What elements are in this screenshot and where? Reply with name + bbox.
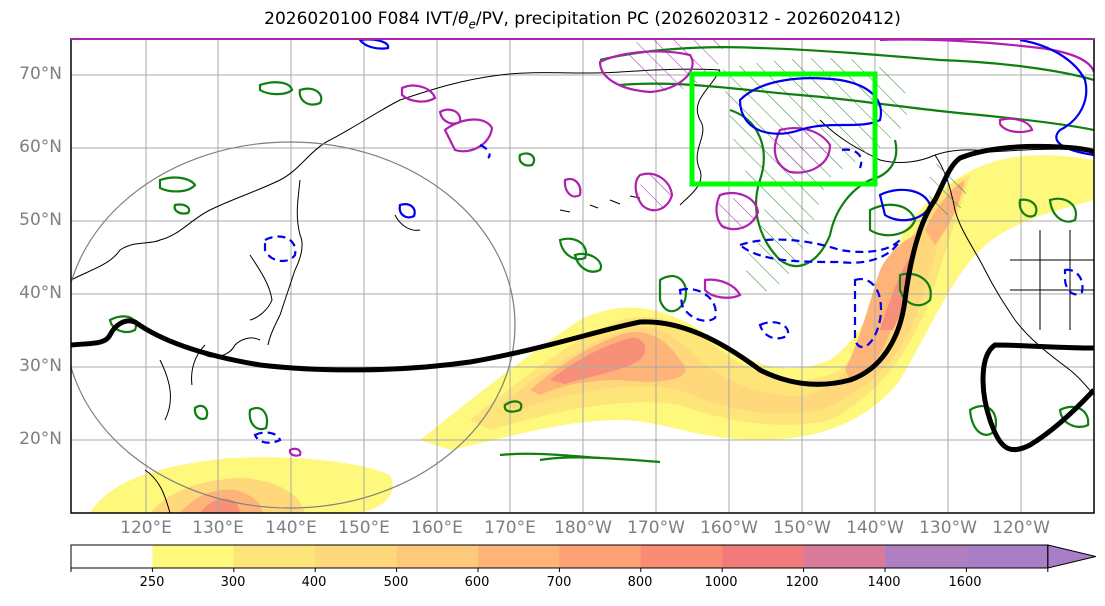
hatched-regions — [628, 40, 967, 292]
map-layers — [71, 39, 1094, 513]
domain-circle — [71, 141, 516, 509]
lon-label: 120°E — [120, 518, 172, 538]
colorbar-extend-arrow — [1047, 544, 1096, 569]
colorbar-segment — [152, 545, 235, 568]
ivt-shading — [90, 155, 1094, 513]
lat-label: 70°N — [19, 64, 62, 84]
magenta-contours — [288, 39, 1094, 457]
lat-label: 50°N — [19, 210, 62, 230]
colorbar-segment — [722, 545, 805, 568]
colorbar-segment — [966, 545, 1049, 568]
colorbar-tick-label: 250 — [139, 575, 165, 590]
title-theta: θ — [458, 9, 469, 29]
colorbar-tick-label: 700 — [546, 575, 572, 590]
colorbar-tick-label: 300 — [220, 575, 246, 590]
lon-label: 160°E — [411, 518, 463, 538]
colorbar-segment — [803, 545, 886, 568]
chart-title: 2026020100 F084 IVT/θe/PV, precipitation… — [0, 9, 1105, 31]
lat-label: 30°N — [19, 356, 62, 376]
colorbar-tick-label: 1600 — [948, 575, 982, 590]
colorbar-tick-label: 1000 — [704, 575, 738, 590]
lon-label: 170°E — [484, 518, 536, 538]
colorbar-segment — [233, 545, 316, 568]
colorbar-segment — [559, 545, 642, 568]
blue-dashed-contours — [253, 143, 1084, 444]
black-jet-line — [71, 143, 1094, 453]
graticule — [71, 39, 1094, 513]
colorbar-segment — [71, 545, 153, 568]
title-prefix: 2026020100 F084 IVT/ — [264, 9, 459, 29]
lon-label: 160°W — [700, 518, 758, 538]
lon-label: 130°W — [919, 518, 977, 538]
title-theta-sub: e — [468, 17, 476, 32]
lon-label: 140°W — [846, 518, 904, 538]
lon-label: 130°E — [192, 518, 244, 538]
colorbar-tick-label: 400 — [301, 575, 327, 590]
lat-label: 60°N — [19, 137, 62, 157]
colorbar-tick-label: 800 — [627, 575, 653, 590]
lon-label: 170°W — [627, 518, 685, 538]
colorbar — [70, 544, 1096, 572]
lon-label: 140°E — [265, 518, 317, 538]
lon-label: 120°W — [992, 518, 1050, 538]
colorbar-segment — [885, 545, 967, 568]
blue-contours — [358, 39, 1094, 222]
colorbar-tick-label: 1400 — [867, 575, 901, 590]
colorbar-tick-label: 500 — [383, 575, 409, 590]
lon-label: 180°W — [554, 518, 612, 538]
colorbar-segment — [640, 545, 723, 568]
lon-label: 150°E — [338, 518, 390, 538]
lon-label: 150°W — [773, 518, 831, 538]
colorbar-tick-label: 1200 — [785, 575, 819, 590]
colorbar-segment — [396, 545, 479, 568]
lat-label: 20°N — [19, 429, 62, 449]
highlight-box — [689, 71, 878, 187]
lat-label: 40°N — [19, 283, 62, 303]
colorbar-tick-label: 600 — [464, 575, 490, 590]
title-suffix: /PV, precipitation PC (2026020312 - 2026… — [475, 9, 901, 29]
colorbar-segment — [478, 545, 560, 568]
colorbar-segment — [315, 545, 398, 568]
